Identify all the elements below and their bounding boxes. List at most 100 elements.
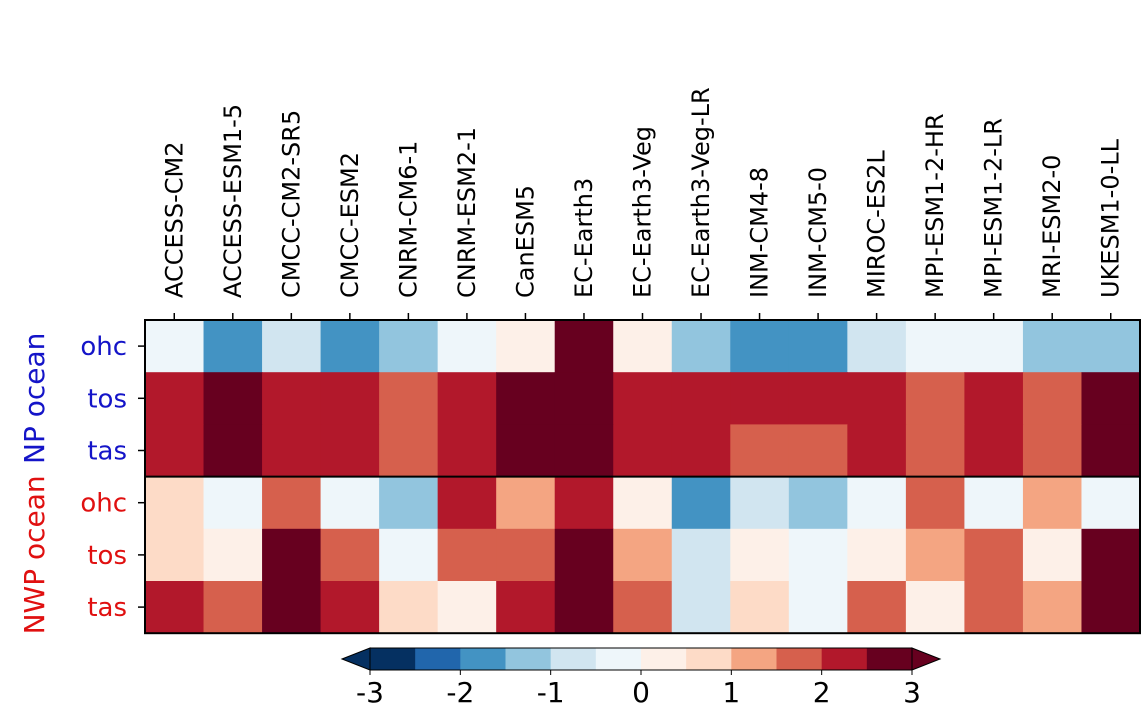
- column-label: ACCESS-CM2: [160, 141, 188, 298]
- heatmap-cell: [320, 528, 380, 582]
- heatmap-cell: [905, 424, 966, 478]
- colorbar-segment: [505, 648, 552, 670]
- heatmap-cell: [203, 476, 263, 530]
- heatmap-cell: [1081, 424, 1141, 478]
- heatmap-cell: [1081, 528, 1141, 582]
- heatmap-cell: [496, 320, 556, 373]
- heatmap-cell: [847, 424, 907, 478]
- heatmap-cell: [437, 528, 497, 582]
- heatmap-cell: [262, 424, 322, 478]
- colorbar-segment: [550, 648, 597, 670]
- row-label: tas: [87, 593, 127, 623]
- column-label: INM-CM4-8: [746, 167, 774, 298]
- group-label: NWP ocean: [18, 475, 51, 634]
- colorbar-segment: [731, 648, 777, 670]
- heatmap-cell: [262, 528, 322, 582]
- heatmap-cell: [1022, 320, 1083, 373]
- heatmap-cell: [788, 320, 848, 373]
- column-label: MPI-ESM1-2-LR: [980, 118, 1008, 298]
- heatmap-cell: [613, 424, 673, 478]
- row-label: tos: [87, 384, 127, 414]
- heatmap-cell: [905, 372, 966, 425]
- heatmap-cell: [437, 372, 497, 425]
- colorbar-tick-label: -2: [446, 676, 474, 709]
- colorbar-segment: [595, 648, 642, 670]
- heatmap-cell: [1081, 581, 1141, 634]
- column-label: CanESM5: [511, 185, 539, 298]
- heatmap-cell: [1081, 320, 1141, 373]
- heatmap-cell: [379, 320, 439, 373]
- group-label: NP ocean: [18, 333, 51, 464]
- column-label: ACCESS-ESM1-5: [219, 104, 247, 298]
- colorbar-extend-low: [340, 647, 371, 671]
- heatmap-cell: [613, 476, 673, 530]
- colorbar-segment: [641, 648, 687, 670]
- heatmap-cell: [379, 476, 439, 530]
- heatmap-cell: [847, 372, 907, 425]
- heatmap-cell: [554, 528, 614, 582]
- column-label: EC-Earth3-Veg-LR: [687, 87, 715, 298]
- heatmap-cell: [964, 581, 1024, 634]
- heatmap-cell: [554, 476, 614, 530]
- heatmap-cell: [262, 581, 322, 634]
- column-labels: ACCESS-CM2 ACCESS-ESM1-5 CMCC-CM2-SR5 CMCC-…: [160, 87, 1125, 320]
- heatmap-cell: [964, 528, 1024, 582]
- column-label: CMCC-ESM2: [336, 152, 364, 298]
- heatmap-cell: [964, 320, 1024, 373]
- heatmap-cell: [847, 581, 907, 634]
- row-label: tas: [87, 437, 127, 467]
- heatmap-cell: [437, 581, 497, 634]
- heatmap-cell: [1022, 581, 1083, 634]
- heatmap-cell: [496, 372, 556, 425]
- heatmap-cell: [671, 528, 731, 582]
- heatmap-cell: [964, 476, 1024, 530]
- heatmap-cell: [203, 528, 263, 582]
- heatmap-cell: [905, 476, 966, 530]
- heatmap-cell: [1022, 424, 1083, 478]
- column-label: EC-Earth3-Veg: [629, 126, 657, 298]
- heatmap-cell: [145, 424, 205, 478]
- heatmap-cell: [145, 528, 205, 582]
- heatmap-cell: [788, 372, 848, 425]
- heatmap-cell: [964, 424, 1024, 478]
- heatmap-cell: [847, 528, 907, 582]
- heatmap-cell: [730, 581, 790, 634]
- heatmap-cell: [613, 528, 673, 582]
- column-label: UKESM1-0-LL: [1097, 138, 1125, 298]
- heatmap-cell: [671, 476, 731, 530]
- column-label: MPI-ESM1-2-HR: [921, 113, 949, 298]
- heatmap-cell: [262, 372, 322, 425]
- heatmap-cell: [554, 372, 614, 425]
- heatmap-cell: [554, 581, 614, 634]
- heatmap-cell: [554, 320, 614, 373]
- heatmap-cell: [730, 528, 790, 582]
- heatmap-cell: [437, 476, 497, 530]
- heatmap-cell: [1081, 372, 1141, 425]
- heatmap-cell: [262, 476, 322, 530]
- column-label: CNRM-ESM2-1: [453, 127, 481, 298]
- heatmap-cell: [496, 476, 556, 530]
- heatmap-cell: [1022, 476, 1083, 530]
- heatmap-cell: [671, 372, 731, 425]
- heatmap-frame: [144, 319, 1141, 635]
- heatmap-cell: [847, 476, 907, 530]
- heatmap-cell: [671, 581, 731, 634]
- colorbar-segment: [686, 648, 732, 670]
- heatmap-cell: [788, 476, 848, 530]
- heatmap-cell: [320, 476, 380, 530]
- group-labels: NP ocean NWP ocean: [18, 333, 51, 635]
- heatmap-cell: [379, 372, 439, 425]
- row-label: ohc: [80, 332, 127, 362]
- heatmap-cell: [379, 581, 439, 634]
- row-labels: ohc tos tas ohc tos tas: [80, 332, 145, 623]
- column-label: CMCC-CM2-SR5: [277, 110, 305, 298]
- colorbar-segment: [776, 648, 823, 670]
- heatmap-cell: [203, 424, 263, 478]
- heatmap-cell: [203, 372, 263, 425]
- heatmap-cell: [145, 476, 205, 530]
- heatmap-cell: [262, 320, 322, 373]
- colorbar-tick-label: 1: [722, 676, 740, 709]
- heatmap-cell: [847, 320, 907, 373]
- colorbar-segment: [460, 648, 506, 670]
